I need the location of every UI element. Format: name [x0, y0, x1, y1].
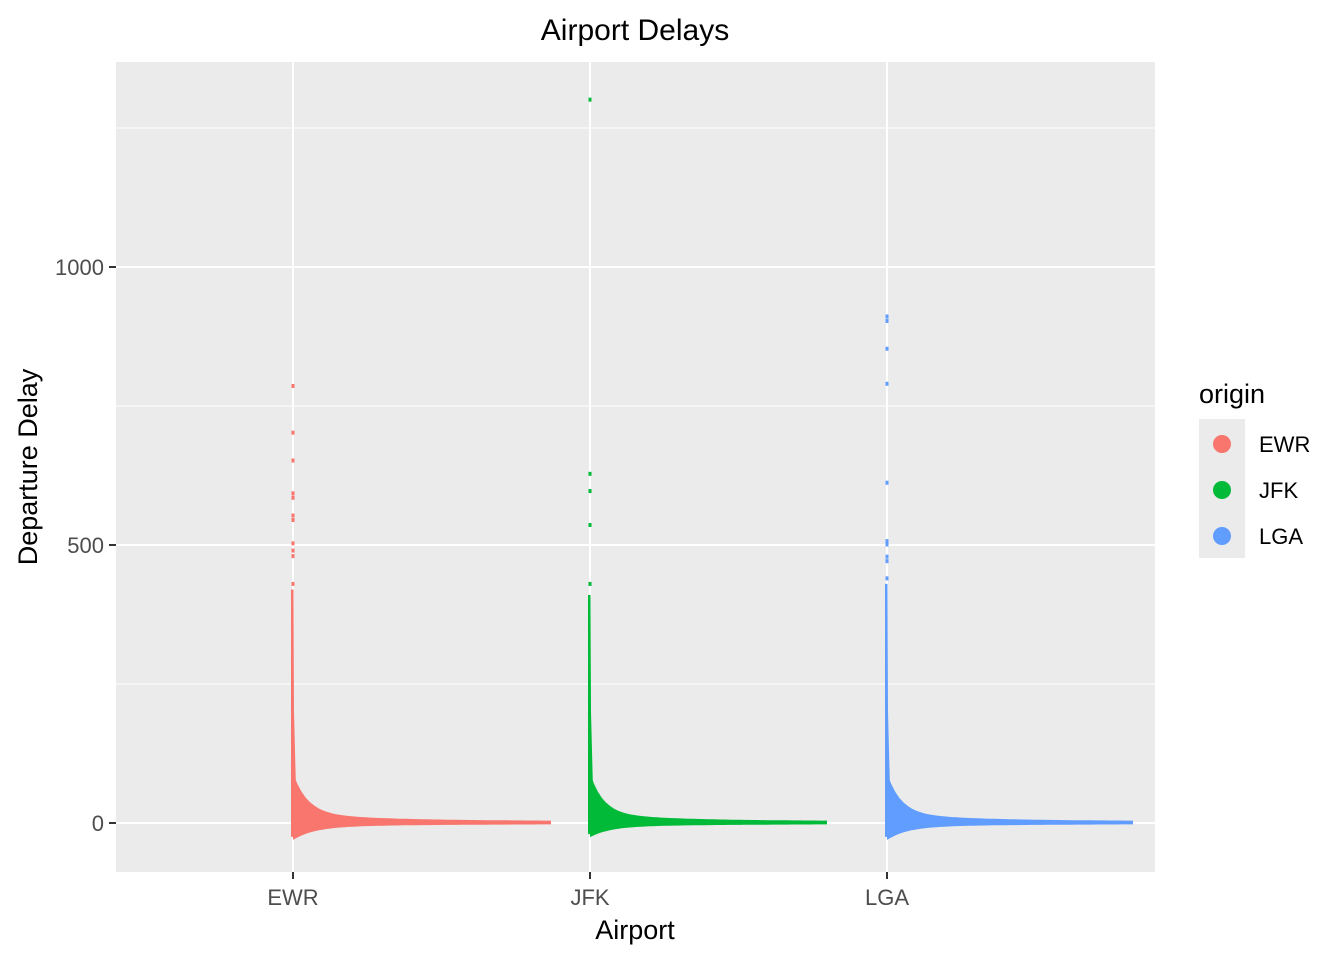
- x-axis-title: Airport: [595, 915, 675, 945]
- data-point: [885, 542, 889, 547]
- data-point: [291, 513, 295, 518]
- data-point: [885, 559, 889, 564]
- data-point: [588, 522, 592, 527]
- data-point: [885, 318, 889, 323]
- legend: origin EWR JFK LGA: [1199, 379, 1310, 558]
- legend-key-jfk: [1213, 481, 1231, 499]
- y-axis-title: Departure Delay: [13, 368, 43, 565]
- legend-label-ewr: EWR: [1259, 432, 1310, 457]
- data-point: [885, 554, 889, 559]
- series-ewr-spike: [291, 589, 299, 837]
- grid-minor: [116, 127, 1155, 685]
- series-jfk: [588, 97, 827, 838]
- data-point: [588, 581, 592, 586]
- series-jfk-tail: [590, 773, 827, 838]
- legend-title: origin: [1199, 379, 1265, 409]
- data-point: [291, 554, 295, 559]
- data-point: [885, 381, 889, 386]
- series-lga-spike: [885, 583, 893, 837]
- data-point: [291, 458, 295, 463]
- data-point: [291, 541, 295, 546]
- data-point: [291, 383, 295, 388]
- data-point: [291, 548, 295, 553]
- data-point: [885, 539, 889, 544]
- series-lga: [885, 314, 1133, 840]
- series-jfk-spike: [588, 595, 596, 835]
- y-tick-label: 1000: [55, 255, 104, 280]
- data-point: [291, 430, 295, 435]
- x-tick-label: EWR: [267, 885, 318, 910]
- data-point: [885, 314, 889, 319]
- data-point: [291, 517, 295, 522]
- data-point: [885, 346, 889, 351]
- data-point: [291, 581, 295, 586]
- series-ewr-tail: [293, 773, 551, 840]
- legend-key-lga: [1213, 527, 1231, 545]
- x-axis: EWR JFK LGA: [267, 872, 909, 910]
- data-point: [588, 97, 592, 102]
- data-point: [291, 491, 295, 496]
- data-point: [885, 480, 889, 485]
- series-lga-tail: [887, 773, 1133, 840]
- data-point: [291, 495, 295, 500]
- y-tick-label: 500: [67, 533, 104, 558]
- x-tick-label: LGA: [865, 885, 909, 910]
- legend-key-ewr: [1213, 435, 1231, 453]
- data-point: [588, 489, 592, 494]
- data-point: [885, 576, 889, 581]
- legend-label-jfk: JFK: [1259, 478, 1298, 503]
- y-tick-label: 0: [92, 811, 104, 836]
- legend-label-lga: LGA: [1259, 524, 1303, 549]
- data-point: [588, 471, 592, 476]
- x-tick-label: JFK: [570, 885, 609, 910]
- y-axis: 0 500 1000: [55, 255, 116, 836]
- chart-title: Airport Delays: [541, 14, 729, 47]
- series-ewr: [291, 383, 551, 840]
- plot-panel: [116, 62, 1155, 872]
- data-marks: [291, 97, 1133, 840]
